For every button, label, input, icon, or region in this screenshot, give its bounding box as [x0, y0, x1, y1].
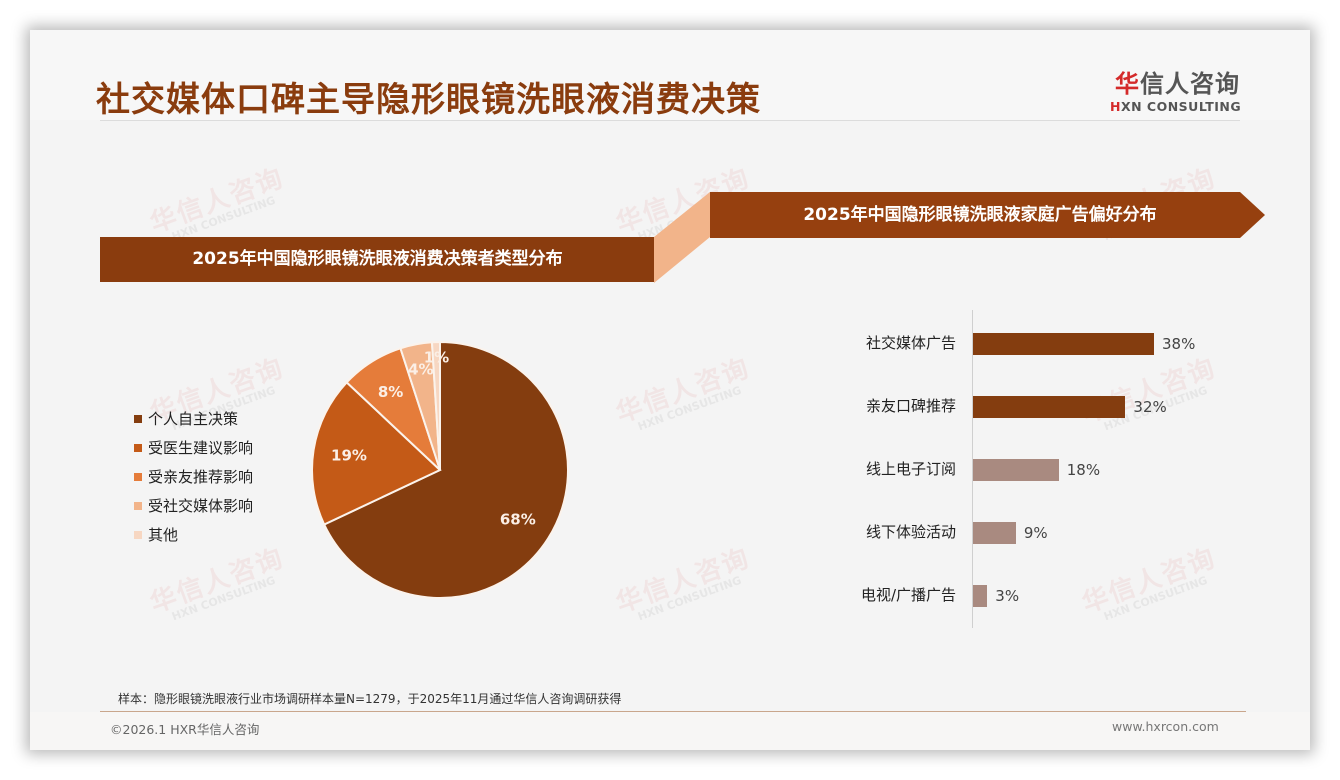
- bar-row: 亲友口碑推荐 32%: [830, 394, 1250, 418]
- bar-category-label: 社交媒体广告: [865, 334, 956, 352]
- bar-category-label: 电视/广播广告: [860, 586, 956, 604]
- bar: [973, 585, 988, 607]
- legend-swatch: [134, 530, 142, 539]
- legend-item: 其他: [134, 520, 253, 549]
- legend-swatch: [134, 443, 142, 452]
- pie-chart-title-banner: 2025年中国隐形眼镜洗眼液消费决策者类型分布: [100, 237, 655, 282]
- bar-chart-axis: [972, 310, 973, 628]
- bar-category-label: 线上电子订阅: [865, 460, 956, 478]
- bar-chart-title-banner: 2025年中国隐形眼镜洗眼液家庭广告偏好分布: [710, 192, 1265, 238]
- logo-chinese: 华信人咨询: [1115, 70, 1240, 98]
- bar-value-label: 3%: [995, 587, 1020, 605]
- page-title: 社交媒体口碑主导隐形眼镜洗眼液消费决策: [96, 80, 761, 120]
- legend-item: 个人自主决策: [134, 404, 253, 433]
- bar-chart: 社交媒体广告 38% 亲友口碑推荐 32% 线上电子订阅 18% 线下体验活动 9% 电视/广播…: [830, 310, 1250, 630]
- pie-chart-title: 2025年中国隐形眼镜洗眼液消费决策者类型分布: [192, 249, 563, 269]
- pie-slice: [311, 380, 442, 526]
- bar-row: 社交媒体广告 38%: [830, 331, 1250, 355]
- pie-slice-label: 19%: [331, 447, 367, 465]
- legend-swatch: [134, 414, 142, 423]
- legend-item: 受医生建议影响: [134, 433, 253, 462]
- website-link[interactable]: www.hxrcon.com: [1112, 719, 1219, 734]
- pie-slice: [430, 340, 441, 471]
- pie-chart: 68% 19% 8% 4%1%: [311, 340, 569, 599]
- legend-item: 受社交媒体影响: [134, 491, 253, 520]
- footer-band: [30, 712, 1310, 750]
- title-divider: [100, 120, 1240, 121]
- pie-slice-label: 4%: [408, 360, 433, 378]
- legend-swatch: [134, 472, 142, 481]
- bar-value-label: 18%: [1066, 461, 1101, 479]
- legend-item: 受亲友推荐影响: [134, 462, 253, 491]
- pie-slice-label: 8%: [378, 383, 403, 401]
- bar-value-label: 9%: [1023, 524, 1048, 542]
- bar-row: 电视/广播广告 3%: [830, 583, 1250, 607]
- bar-value-label: 38%: [1162, 335, 1196, 353]
- bar-category-label: 线下体验活动: [865, 523, 956, 541]
- bar: [973, 459, 1059, 481]
- bar-category-label: 亲友口碑推荐: [865, 397, 956, 415]
- copyright: ©2026.1 HXR华信人咨询: [110, 722, 260, 737]
- company-logo: 华信人咨询 HXN CONSULTING: [1110, 64, 1242, 114]
- logo-english: HXN CONSULTING: [1110, 99, 1242, 114]
- bar-chart-title: 2025年中国隐形眼镜洗眼液家庭广告偏好分布: [803, 205, 1157, 225]
- pie-legend: 个人自主决策 受医生建议影响 受亲友推荐影响 受社交媒体影响 其他: [134, 404, 253, 549]
- pie-slice-label: 1%: [424, 348, 449, 366]
- bar: [973, 522, 1016, 544]
- legend-swatch: [134, 501, 142, 510]
- bar-value-label: 32%: [1133, 398, 1167, 416]
- banner-connector: [654, 192, 710, 283]
- bar: [973, 396, 1126, 418]
- pie-slice-label: 68%: [500, 510, 536, 528]
- bar-row: 线下体验活动 9%: [830, 520, 1250, 544]
- pie-slice: [322, 340, 569, 599]
- footer-divider: [100, 711, 1246, 712]
- header-band: [30, 30, 1310, 120]
- bar-row: 线上电子订阅 18%: [830, 457, 1250, 481]
- sample-note: 样本：隐形眼镜洗眼液行业市场调研样本量N=1279，于2025年11月通过华信人…: [118, 692, 622, 706]
- bar: [973, 333, 1154, 355]
